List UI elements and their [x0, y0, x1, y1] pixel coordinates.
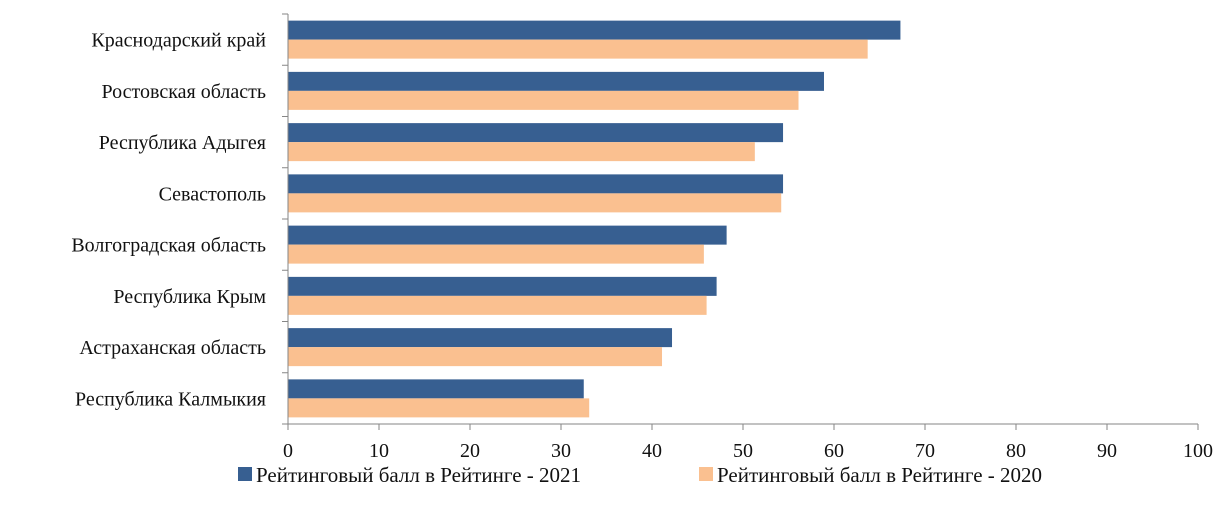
x-tick-label: 100 [1183, 440, 1213, 462]
bar-series2-0 [288, 39, 868, 59]
bar-series1-6 [288, 328, 673, 348]
category-label: Республика Крым [113, 286, 266, 308]
category-label: Волгоградская область [71, 235, 266, 257]
bar-series2-3 [288, 193, 782, 213]
x-tick-label: 20 [460, 440, 480, 462]
legend: Рейтинговый балл в Рейтинге - 2021 Рейтин… [238, 463, 1042, 487]
bar-series2-2 [288, 142, 755, 162]
x-tick-label: 10 [369, 440, 389, 462]
x-tick-label: 40 [642, 440, 662, 462]
bar-series2-6 [288, 347, 663, 367]
bar-series1-7 [288, 379, 584, 399]
bar-series2-4 [288, 244, 704, 264]
x-tick-label: 80 [1006, 440, 1026, 462]
bar-series1-3 [288, 174, 784, 194]
bar-series2-7 [288, 398, 590, 418]
bar-series1-1 [288, 71, 824, 91]
category-label: Республика Калмыкия [75, 388, 266, 410]
category-label: Республика Адыгея [99, 132, 266, 154]
x-tick-label: 70 [915, 440, 935, 462]
bar-series1-0 [288, 20, 901, 40]
legend-label-series2: Рейтинговый балл в Рейтинге - 2020 [717, 463, 1042, 487]
x-tick-label: 30 [551, 440, 571, 462]
x-tick-label: 90 [1097, 440, 1117, 462]
category-label: Астраханская область [79, 337, 266, 359]
legend-swatch-series1 [238, 467, 252, 481]
x-tick-label: 0 [283, 440, 293, 462]
category-label: Севастополь [159, 183, 266, 205]
x-tick-label: 60 [824, 440, 844, 462]
labels-layer: Краснодарский край Ростовская область Респ… [71, 30, 1213, 462]
bar-series1-2 [288, 123, 784, 143]
legend-swatch-series2 [699, 467, 713, 481]
bars-layer [288, 20, 901, 418]
bar-series1-5 [288, 276, 717, 296]
category-label: Ростовская область [102, 81, 266, 103]
bar-series2-1 [288, 90, 799, 110]
axis-layer [282, 13, 1199, 430]
x-tick-label: 50 [733, 440, 753, 462]
legend-label-series1: Рейтинговый балл в Рейтинге - 2021 [256, 463, 581, 487]
bar-series1-4 [288, 225, 727, 245]
category-label: Краснодарский край [91, 30, 266, 52]
bar-series2-5 [288, 295, 707, 315]
